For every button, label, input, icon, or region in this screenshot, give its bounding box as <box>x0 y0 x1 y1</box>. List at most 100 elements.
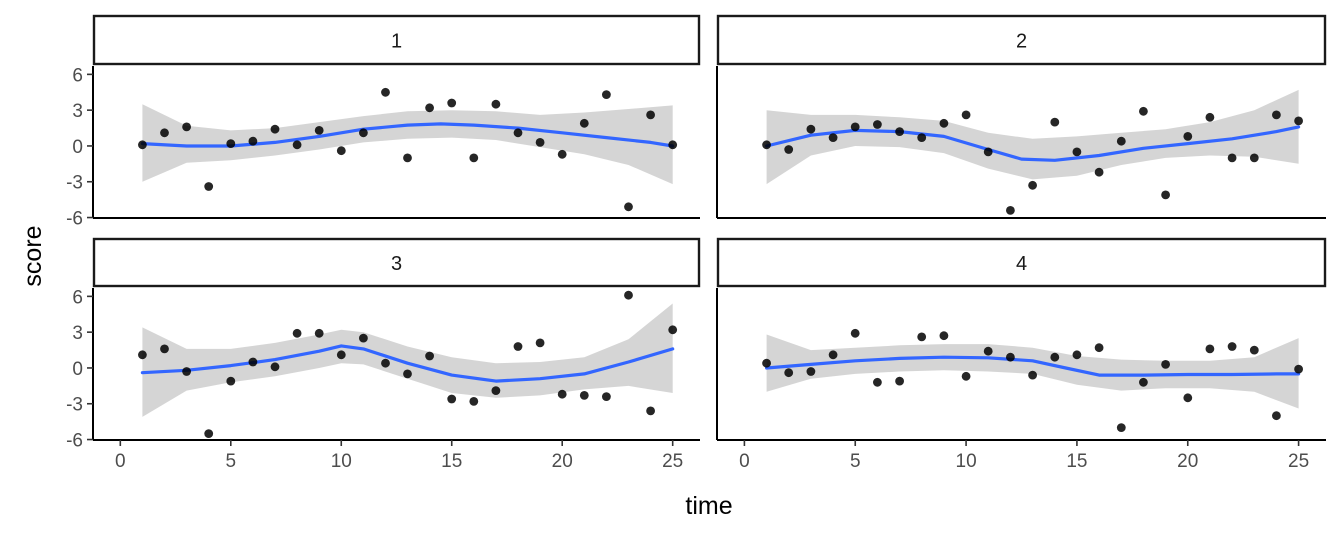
data-point <box>579 118 589 128</box>
data-point <box>668 325 678 335</box>
data-point <box>292 328 302 338</box>
axes-layer: -6 -3 0 3 6 -6 -3 0 3 6 0 5 10 15 20 25 0 5 10 15 20 25 <box>66 65 1309 472</box>
data-point <box>961 371 971 381</box>
panel-2: 2 <box>716 14 1327 219</box>
data-point <box>983 147 993 157</box>
data-point <box>403 153 412 163</box>
data-point <box>961 110 971 120</box>
facet-strip <box>716 14 1327 66</box>
data-point <box>1139 106 1148 116</box>
data-point <box>182 122 192 132</box>
data-point <box>668 140 678 150</box>
x-tick-label: 15 <box>441 451 462 472</box>
data-point <box>895 127 904 136</box>
data-point <box>381 358 390 368</box>
data-point <box>917 133 927 143</box>
x-tick-label: 10 <box>331 451 352 472</box>
data-point <box>1050 117 1060 127</box>
panel-4: 4 <box>716 237 1327 441</box>
data-point <box>1028 370 1037 380</box>
x-tick-label: 0 <box>739 451 750 472</box>
data-point <box>828 133 838 143</box>
data-point <box>447 394 457 404</box>
data-point <box>160 344 169 354</box>
data-point <box>226 139 236 149</box>
y-tick-label: 6 <box>72 287 83 308</box>
data-point <box>784 145 794 154</box>
data-point <box>1094 167 1104 177</box>
data-point <box>138 140 147 150</box>
data-point <box>425 351 434 361</box>
data-point <box>336 350 346 360</box>
data-point <box>602 392 611 401</box>
x-tick-label: 5 <box>850 451 861 472</box>
data-point <box>1072 147 1082 157</box>
data-point <box>270 124 280 134</box>
x-tick-label: 15 <box>1066 451 1087 472</box>
data-point <box>1006 206 1015 215</box>
data-point <box>226 376 236 386</box>
data-point <box>806 124 816 134</box>
data-point <box>1006 352 1015 362</box>
facet-strip <box>92 14 701 66</box>
smooth-line <box>764 125 1301 162</box>
data-point <box>535 138 545 147</box>
data-point <box>1205 344 1215 354</box>
data-point <box>314 125 324 135</box>
y-tick-label: -6 <box>66 431 83 452</box>
data-point <box>646 110 655 120</box>
y-tick-label: 3 <box>72 323 83 344</box>
confidence-band <box>142 303 673 417</box>
data-point <box>1294 116 1303 126</box>
data-point <box>1205 112 1215 122</box>
data-point <box>762 140 771 150</box>
data-point <box>1094 343 1104 353</box>
data-point <box>1227 153 1237 163</box>
panel-3: 3 <box>92 237 701 441</box>
data-point <box>1028 180 1037 190</box>
facet-strip-label: 4 <box>1016 253 1027 275</box>
confidence-band <box>766 89 1299 185</box>
data-point <box>1272 110 1281 120</box>
y-tick-label: -3 <box>66 395 83 416</box>
facet-strip <box>716 237 1327 288</box>
data-point <box>850 122 860 132</box>
data-point <box>359 128 368 138</box>
facet-strip-label: 1 <box>391 31 402 53</box>
data-point <box>270 362 280 372</box>
x-tick-label: 0 <box>115 451 126 472</box>
y-tick-label: 0 <box>72 137 83 158</box>
y-tick-label: -6 <box>66 209 83 230</box>
facet-strip-label: 2 <box>1016 31 1027 53</box>
data-point <box>248 136 258 146</box>
data-point <box>381 87 390 97</box>
data-point <box>1161 360 1170 369</box>
x-tick-label: 10 <box>956 451 977 472</box>
data-point <box>1183 393 1193 403</box>
data-point <box>447 98 457 108</box>
data-point <box>762 358 771 368</box>
data-point <box>917 332 927 342</box>
data-point <box>579 391 589 400</box>
data-point <box>624 202 633 212</box>
data-point <box>1272 411 1281 421</box>
data-point <box>1116 423 1126 432</box>
panels-layer: 1 2 3 4 <box>92 14 1327 441</box>
smooth-line <box>764 355 1301 377</box>
data-point <box>1183 132 1193 141</box>
x-tick-label: 20 <box>1177 451 1198 472</box>
y-tick-label: 6 <box>72 65 83 86</box>
y-tick-label: -3 <box>66 173 83 194</box>
data-point <box>895 376 904 386</box>
panel-1: 1 <box>92 14 701 219</box>
y-axis-title: score <box>19 225 47 286</box>
data-point <box>1139 377 1148 387</box>
data-point <box>359 333 368 343</box>
data-point <box>138 350 147 360</box>
x-tick-label: 5 <box>225 451 236 472</box>
x-tick-label: 25 <box>662 451 683 472</box>
data-point <box>646 406 655 416</box>
data-point <box>850 328 860 338</box>
data-point <box>1161 190 1170 200</box>
